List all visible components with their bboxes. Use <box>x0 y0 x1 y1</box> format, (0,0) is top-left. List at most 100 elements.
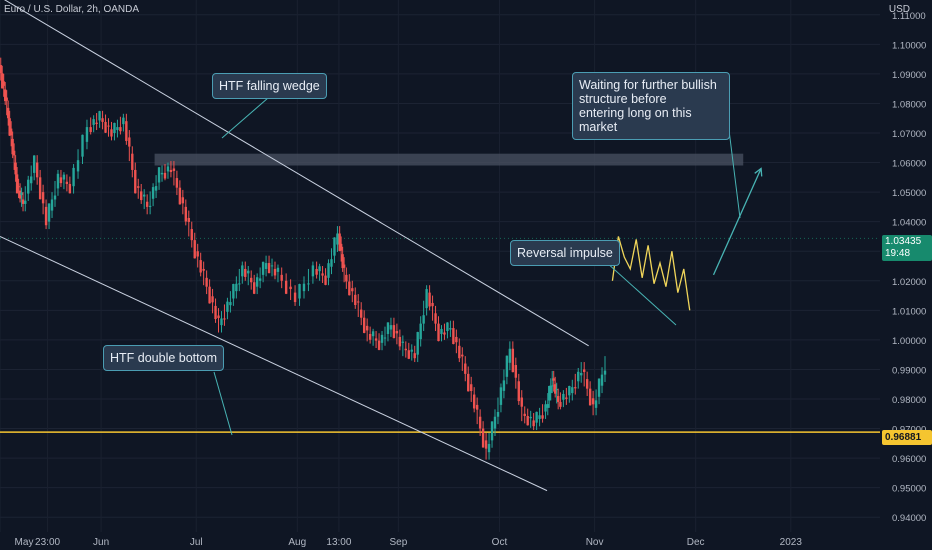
candle-body <box>416 332 419 355</box>
trendlines <box>0 0 589 492</box>
candle-body <box>181 197 185 204</box>
x-tick-label: 23:00 <box>35 537 60 548</box>
candle-body <box>92 119 95 125</box>
candle-body <box>89 127 92 132</box>
candle-body <box>21 199 25 204</box>
candle-body <box>341 254 344 269</box>
candle-body <box>85 127 89 142</box>
candle-body <box>214 305 217 320</box>
candle-body <box>422 315 425 324</box>
y-tick-label: 1.06000 <box>892 159 926 170</box>
candle-body <box>104 121 107 133</box>
candle-body <box>529 416 532 419</box>
candle-body <box>35 162 39 178</box>
x-tick-label: 2023 <box>780 537 803 548</box>
candle-body <box>413 353 416 359</box>
candle-body <box>541 415 544 419</box>
candle-body <box>293 292 297 303</box>
candle-body <box>113 122 116 133</box>
candle-body <box>351 288 354 292</box>
candle-body <box>499 387 503 405</box>
candle-body <box>68 183 72 194</box>
candle-body <box>250 277 253 283</box>
candle-body <box>14 162 17 175</box>
currency-label: USD <box>888 4 910 15</box>
candle-body <box>389 325 393 330</box>
candle-body <box>449 328 452 330</box>
wedge-lower <box>0 235 548 492</box>
candle-body <box>321 273 324 276</box>
candle-body <box>12 150 16 156</box>
candle-body <box>523 413 526 416</box>
candle-body <box>546 404 549 408</box>
candle-body <box>588 388 592 406</box>
arrow-head <box>754 167 763 177</box>
candle-body <box>193 240 196 259</box>
candle-body <box>44 206 48 226</box>
candle-body <box>520 397 523 407</box>
candle-body <box>571 387 574 394</box>
candle-body <box>264 263 268 269</box>
x-tick-label: Nov <box>586 537 604 548</box>
x-tick-label: Aug <box>288 537 306 548</box>
current-price: 1.03435 <box>885 236 922 247</box>
candle-body <box>478 416 482 429</box>
x-tick-label: Oct <box>492 537 508 548</box>
candle-body <box>440 328 443 334</box>
candle-body <box>360 309 363 318</box>
candle-body <box>95 122 98 124</box>
candle-body <box>41 192 45 204</box>
candle-body <box>559 401 562 407</box>
candle-body <box>365 325 369 331</box>
y-tick-label: 1.02000 <box>892 277 926 288</box>
candle-body <box>157 167 161 183</box>
candle-body <box>585 379 589 389</box>
candle-body <box>404 348 408 351</box>
candle-body <box>2 81 5 86</box>
candle-body <box>357 301 360 303</box>
candle-body <box>318 266 321 272</box>
candle-body <box>551 385 554 387</box>
candle-body <box>190 229 193 241</box>
wedge-upper <box>4 0 589 347</box>
candle-body <box>116 127 119 131</box>
candle-body <box>594 400 598 408</box>
y-tick-label: 1.08000 <box>892 99 926 110</box>
candle-body <box>333 237 336 256</box>
candle-body <box>32 155 36 173</box>
candle-body <box>199 260 202 273</box>
candle-body <box>270 265 274 267</box>
candle-body <box>261 261 265 275</box>
candle-body <box>307 283 310 285</box>
candle-body <box>556 396 560 402</box>
candle-body <box>148 205 152 207</box>
x-tick-label: Jun <box>93 537 109 548</box>
candle-body <box>437 323 440 342</box>
candle-body <box>205 277 208 287</box>
candle-body <box>511 348 515 373</box>
candle-body <box>38 177 42 200</box>
candle-body <box>383 337 387 339</box>
candle-body <box>496 412 500 417</box>
x-tick-label: Dec <box>687 537 705 548</box>
candle-body <box>577 371 580 382</box>
candle-body <box>419 323 422 340</box>
current-price-tag: 1.03435 19:48 <box>882 235 932 261</box>
y-tick-label: 0.99000 <box>892 365 926 376</box>
candle-body <box>532 420 535 427</box>
candle-body <box>580 372 583 376</box>
candle-body <box>342 264 346 268</box>
candle-body <box>339 243 343 251</box>
candle-body <box>202 268 205 271</box>
candle-body <box>401 341 405 343</box>
callout-falling-wedge: HTF falling wedge <box>212 73 327 99</box>
candle-body <box>425 289 428 309</box>
candle-body <box>392 325 396 339</box>
candle-body <box>169 169 173 173</box>
candle-body <box>110 129 113 137</box>
candle-body <box>211 296 214 303</box>
candle-body <box>302 283 306 292</box>
candle-body <box>18 190 22 199</box>
